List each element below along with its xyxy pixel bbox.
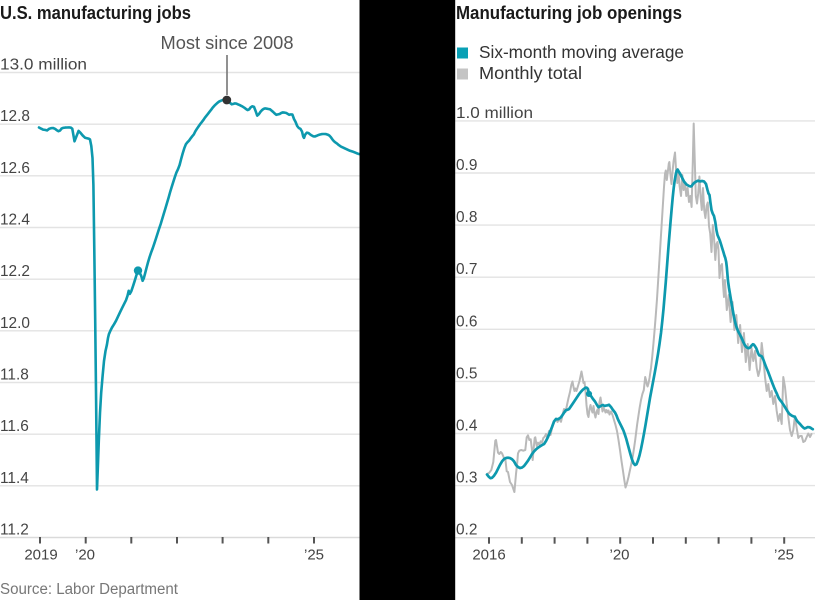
svg-text:11.6: 11.6: [0, 418, 29, 435]
svg-text:Manufacturing job openings: Manufacturing job openings: [456, 3, 682, 23]
svg-text:0.6: 0.6: [456, 313, 477, 330]
svg-text:Most since 2008: Most since 2008: [161, 33, 294, 53]
svg-text:12.6: 12.6: [0, 160, 30, 177]
svg-text:0.2: 0.2: [456, 522, 477, 539]
svg-text:12.4: 12.4: [0, 212, 30, 229]
svg-text:12.0: 12.0: [0, 315, 30, 332]
svg-text:0.9: 0.9: [456, 157, 477, 174]
svg-text:12.2: 12.2: [0, 263, 30, 280]
svg-text:0.7: 0.7: [456, 261, 477, 278]
svg-text:2016: 2016: [472, 547, 505, 564]
svg-text:’20: ’20: [609, 547, 629, 564]
svg-text:0.3: 0.3: [456, 470, 477, 487]
svg-text:1.0 million: 1.0 million: [456, 105, 533, 122]
svg-text:11.2: 11.2: [0, 522, 29, 539]
svg-text:Monthly total: Monthly total: [479, 63, 582, 83]
svg-text:11.4: 11.4: [0, 470, 29, 487]
svg-text:Source: Labor Department: Source: Labor Department: [0, 581, 179, 598]
svg-text:0.8: 0.8: [456, 209, 477, 226]
svg-text:U.S. manufacturing jobs: U.S. manufacturing jobs: [0, 3, 191, 23]
svg-text:’25: ’25: [304, 547, 324, 564]
svg-text:’25: ’25: [774, 547, 794, 564]
svg-text:0.4: 0.4: [456, 418, 478, 435]
svg-text:11.8: 11.8: [0, 367, 29, 384]
svg-text:13.0 million: 13.0 million: [0, 57, 87, 74]
svg-text:’20: ’20: [75, 547, 95, 564]
svg-text:12.8: 12.8: [0, 108, 30, 125]
svg-text:2019: 2019: [24, 547, 57, 564]
svg-text:0.5: 0.5: [456, 365, 477, 382]
svg-text:Six-month moving average: Six-month moving average: [479, 42, 684, 62]
